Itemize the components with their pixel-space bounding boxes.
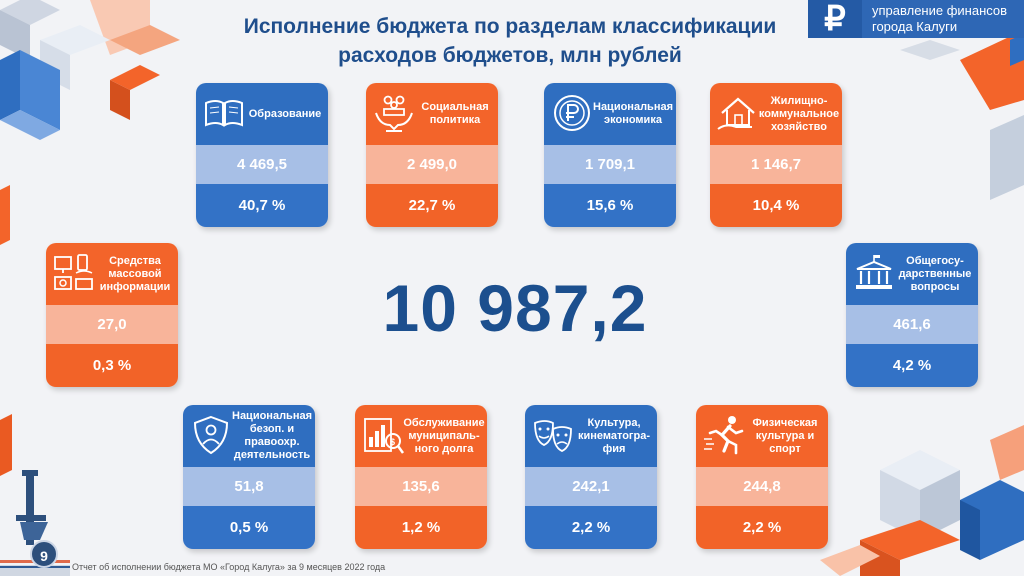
- organization-header: ₽ управление финансов города Калуги: [808, 0, 1024, 38]
- card-header: $ Обслуживание муниципаль-ного долга: [355, 405, 487, 467]
- runner-icon: [704, 416, 744, 455]
- shield-person-icon: [193, 415, 229, 455]
- title-line-2: расходов бюджетов, млн рублей: [338, 44, 682, 67]
- card-social-policy: Социальная политика 2 499,0 22,7 %: [366, 83, 498, 227]
- card-share: 10,4 %: [710, 184, 842, 227]
- total-amount: 10 987,2: [382, 271, 648, 345]
- card-national-economy: Национальная экономика 1 709,1 15,6 %: [544, 83, 676, 227]
- house-hand-icon: [717, 97, 755, 130]
- card-culture-cinema: Культура, кинематогра-фия 242,1 2,2 %: [525, 405, 657, 549]
- card-label: Культура, кинематогра-фия: [577, 416, 651, 455]
- organization-name-line-1: управление финансов: [872, 3, 1008, 18]
- organization-name: управление финансов города Калуги: [872, 3, 1007, 35]
- card-share: 0,5 %: [183, 506, 315, 549]
- card-amount: 2 499,0: [366, 145, 498, 184]
- card-header: Национальная экономика: [544, 83, 676, 145]
- card-share: 4,2 %: [846, 344, 978, 387]
- card-label: Физическая культура и спорт: [752, 416, 818, 455]
- card-amount: 1 146,7: [710, 145, 842, 184]
- organization-name-line-2: города Калуги: [872, 19, 958, 34]
- card-label: Национальная безоп. и правоохр. деятельн…: [232, 410, 312, 461]
- ruble-logo-icon: ₽: [808, 0, 862, 38]
- card-amount: 27,0: [46, 305, 178, 344]
- card-label: Социальная политика: [421, 101, 489, 126]
- card-general-government: Общегосу-дарственные вопросы 461,6 4,2 %: [846, 243, 978, 387]
- ruble-coin-icon: [554, 95, 590, 131]
- card-label: Жилищно-коммунальное хозяйство: [758, 94, 840, 133]
- hands-people-icon: [375, 95, 413, 132]
- card-label: Национальная экономика: [593, 101, 673, 126]
- card-amount: 135,6: [355, 467, 487, 506]
- svg-text:$: $: [390, 437, 395, 447]
- card-header: Социальная политика: [366, 83, 498, 145]
- card-national-security: Национальная безоп. и правоохр. деятельн…: [183, 405, 315, 549]
- card-header: Физическая культура и спорт: [696, 405, 828, 467]
- card-label: Обслуживание муниципаль-ного долга: [403, 416, 485, 455]
- card-header: Образование: [196, 83, 328, 145]
- card-header: Средства массовой информации: [46, 243, 178, 305]
- card-share: 2,2 %: [525, 506, 657, 549]
- card-header: Культура, кинематогра-фия: [525, 405, 657, 467]
- footer-text: Отчет об исполнении бюджета МО «Город Ка…: [72, 562, 386, 572]
- card-amount: 4 469,5: [196, 145, 328, 184]
- page-number: 9: [30, 540, 58, 568]
- card-header: Общегосу-дарственные вопросы: [846, 243, 978, 305]
- card-label: Образование: [248, 107, 322, 120]
- card-share: 1,2 %: [355, 506, 487, 549]
- card-amount: 242,1: [525, 467, 657, 506]
- book-icon: [205, 100, 243, 127]
- card-amount: 244,8: [696, 467, 828, 506]
- card-share: 22,7 %: [366, 184, 498, 227]
- card-share: 2,2 %: [696, 506, 828, 549]
- card-sport: Физическая культура и спорт 244,8 2,2 %: [696, 405, 828, 549]
- page-title: Исполнение бюджета по разделам классифик…: [200, 12, 820, 70]
- card-housing-utilities: Жилищно-коммунальное хозяйство 1 146,7 1…: [710, 83, 842, 227]
- card-label: Общегосу-дарственные вопросы: [898, 254, 972, 293]
- card-share: 0,3 %: [46, 344, 178, 387]
- card-header: Жилищно-коммунальное хозяйство: [710, 83, 842, 145]
- theater-masks-icon: [534, 420, 572, 452]
- card-header: Национальная безоп. и правоохр. деятельн…: [183, 405, 315, 467]
- government-building-icon: [856, 255, 892, 289]
- card-amount: 51,8: [183, 467, 315, 506]
- card-share: 40,7 %: [196, 184, 328, 227]
- title-line-1: Исполнение бюджета по разделам классифик…: [243, 15, 777, 38]
- media-devices-icon: [54, 254, 93, 290]
- card-municipal-debt: $ Обслуживание муниципаль-ного долга 135…: [355, 405, 487, 549]
- card-amount: 461,6: [846, 305, 978, 344]
- card-share: 15,6 %: [544, 184, 676, 227]
- card-education: Образование 4 469,5 40,7 %: [196, 83, 328, 227]
- card-amount: 1 709,1: [544, 145, 676, 184]
- card-label: Средства массовой информации: [99, 254, 171, 293]
- card-mass-media: Средства массовой информации 27,0 0,3 %: [46, 243, 178, 387]
- debt-chart-icon: $: [364, 418, 405, 454]
